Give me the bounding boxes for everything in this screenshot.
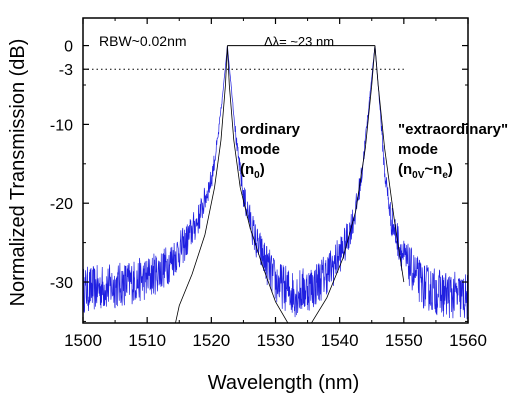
x-tick-label: 1540 [321,331,359,350]
y-tick-label: -30 [50,275,73,292]
annotation-extraordinary-mode-index-part: 0V [412,170,425,181]
annotation-extraordinary-mode-line: mode [398,141,438,158]
x-tick-label: 1500 [64,331,102,350]
curves-layer [83,45,468,323]
annotation-extraordinary-mode-index: (n0V~ne) [398,161,453,181]
x-axis-label: Wavelength (nm) [208,372,360,394]
series-fit-line [175,45,405,323]
annotation-ordinary-mode-index-part: 0 [254,170,260,181]
annotation-ordinary-mode-line: mode [240,141,280,158]
annotation-rbw: RBW~0.02nm [99,33,187,49]
annotation-extraordinary-mode-index-part: ) [448,161,453,178]
x-tick-label: 1510 [128,331,166,350]
x-tick-label: 1520 [192,331,230,350]
annotation-ordinary-mode-index: (n0) [240,161,265,181]
text-layer: 1500 1510 1520 1530 1540 1550 1560 0 -3 -10 -20 -30… [7,33,508,394]
annotation-extraordinary-mode-index-part: e [442,170,448,181]
x-tick-label: 1560 [449,331,487,350]
y-axis-label: Normalized Transmission (dB) [7,39,29,307]
annotation-ordinary-mode-index-part: (n [240,161,254,178]
annotation-extraordinary-mode-index-part: (n [398,161,412,178]
y-tick-label: 0 [64,39,73,56]
y-tick-label: -10 [50,117,73,134]
annotation-ordinary-mode-line: ordinary [240,121,301,138]
y-tick-label: -3 [59,62,73,79]
annotation-delta-lambda: Δλ= ~23 nm [264,34,334,49]
series-measured-line [83,45,468,320]
annotation-extraordinary-mode-index-part: ~n [424,161,442,178]
x-tick-label: 1550 [385,331,423,350]
annotation-ordinary-mode-index-part: ) [260,161,265,178]
y-tick-label: -20 [50,196,73,213]
x-tick-label: 1530 [257,331,295,350]
annotation-extraordinary-mode-line: "extraordinary" [398,121,508,138]
reference-layer [83,45,404,70]
axis-ticks [82,18,469,323]
